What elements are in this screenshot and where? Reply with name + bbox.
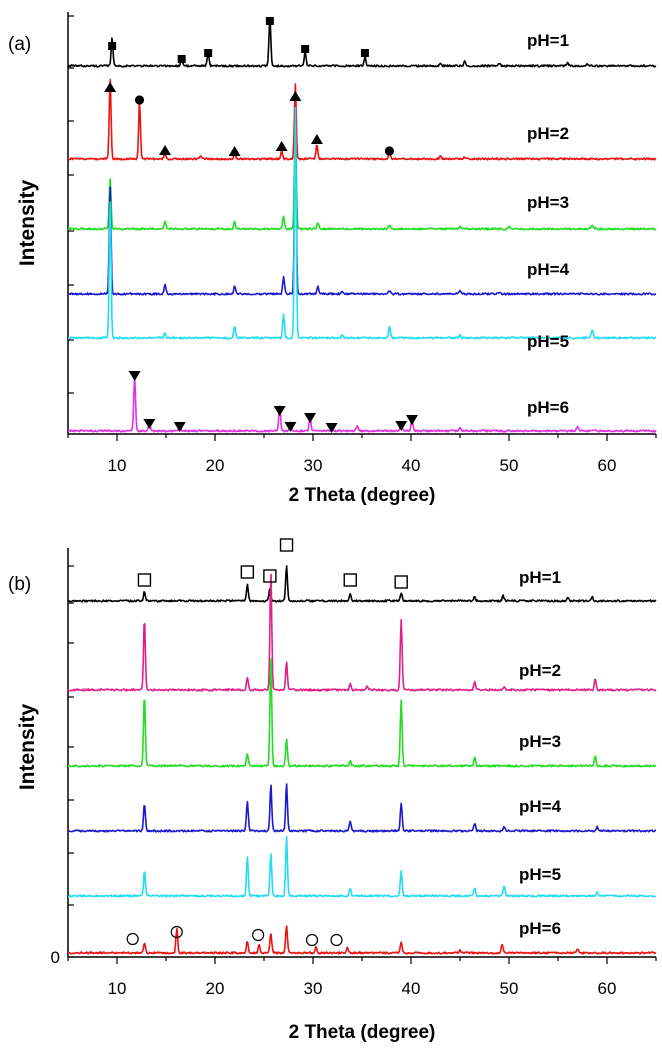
peak-marker — [228, 146, 241, 156]
x-axis-label: 2 Theta (degree) — [289, 485, 436, 506]
x-axis-label: 2 Theta (degree) — [289, 1022, 436, 1043]
peak-marker — [126, 932, 139, 946]
peak-marker — [204, 49, 213, 57]
peak-marker — [384, 146, 395, 156]
x-tick-label: 10 — [108, 979, 127, 998]
peak-marker — [108, 42, 117, 50]
series-line — [67, 106, 657, 340]
peak-marker — [252, 928, 265, 942]
series-line — [67, 122, 657, 296]
y-tick-label: 0 — [51, 948, 60, 967]
peak-marker — [265, 17, 274, 25]
peak-marker — [104, 82, 117, 92]
series-line — [67, 375, 657, 433]
peak-marker — [159, 145, 172, 155]
peak-marker — [289, 91, 302, 101]
peak-marker — [330, 933, 343, 947]
x-tick-label: 50 — [500, 456, 519, 475]
panel-b: 10 20 30 40 50 60 0 (b) 2 Theta (degree) Intensit… — [8, 538, 657, 1043]
peak-marker — [279, 538, 294, 552]
x-tick-label: 30 — [304, 979, 323, 998]
peak-marker — [143, 419, 156, 429]
series-line — [67, 78, 657, 161]
peak-marker — [128, 371, 141, 381]
peak-marker — [177, 55, 186, 63]
x-tick-label: 50 — [500, 979, 519, 998]
x-tick-label: 60 — [598, 979, 617, 998]
peak-marker — [273, 406, 286, 416]
peak-marker — [275, 141, 288, 151]
peak-marker — [134, 95, 145, 105]
series-line — [67, 573, 657, 692]
peak-marker — [360, 49, 369, 57]
series-label: pH=3 — [527, 193, 569, 212]
peak-marker — [137, 573, 152, 587]
x-tick-label: 10 — [108, 456, 127, 475]
series-line — [67, 835, 657, 898]
series-label: pH=2 — [527, 124, 569, 143]
x-tick-label: 30 — [304, 456, 323, 475]
peak-marker — [240, 565, 255, 579]
panel-tag: (b) — [8, 574, 31, 595]
series-line — [67, 925, 657, 955]
peak-marker — [170, 925, 183, 939]
series-label: pH=4 — [527, 260, 570, 279]
peak-marker — [284, 422, 297, 432]
y-axis-label: Intensity — [16, 704, 39, 791]
peak-marker — [343, 573, 357, 587]
series-label: pH=1 — [519, 568, 561, 587]
series-label: pH=4 — [519, 797, 562, 816]
x-tick-label: 60 — [598, 456, 617, 475]
series-line — [67, 118, 657, 231]
x-tick-label: 40 — [402, 979, 421, 998]
series-line — [67, 21, 657, 68]
series-label: pH=1 — [527, 31, 569, 50]
series-label: pH=2 — [519, 661, 561, 680]
peak-marker — [304, 413, 317, 423]
peak-marker — [325, 423, 338, 433]
series-label: pH=3 — [519, 732, 561, 751]
peak-marker — [173, 422, 186, 432]
series-label: pH=6 — [527, 398, 569, 417]
x-tick-label: 20 — [206, 456, 225, 475]
peak-marker — [301, 45, 310, 53]
series-label: pH=6 — [519, 919, 561, 938]
peak-marker — [310, 134, 323, 144]
peak-marker — [405, 415, 418, 425]
series-line — [67, 658, 657, 768]
panel-tag: (a) — [8, 34, 31, 55]
x-tick-label: 40 — [402, 456, 421, 475]
series-line — [67, 565, 657, 603]
series-label: pH=5 — [519, 865, 561, 884]
panel-a: 10 20 30 40 50 60 (a) 2 Theta (degree) Intensity… — [8, 12, 657, 506]
peak-marker — [263, 569, 277, 583]
y-axis-label: Intensity — [16, 180, 39, 267]
series-line — [67, 783, 657, 833]
peak-marker — [305, 933, 319, 947]
x-tick-label: 20 — [206, 979, 225, 998]
peak-marker — [394, 575, 408, 589]
peak-marker — [395, 421, 408, 431]
series-label: pH=5 — [527, 332, 569, 351]
